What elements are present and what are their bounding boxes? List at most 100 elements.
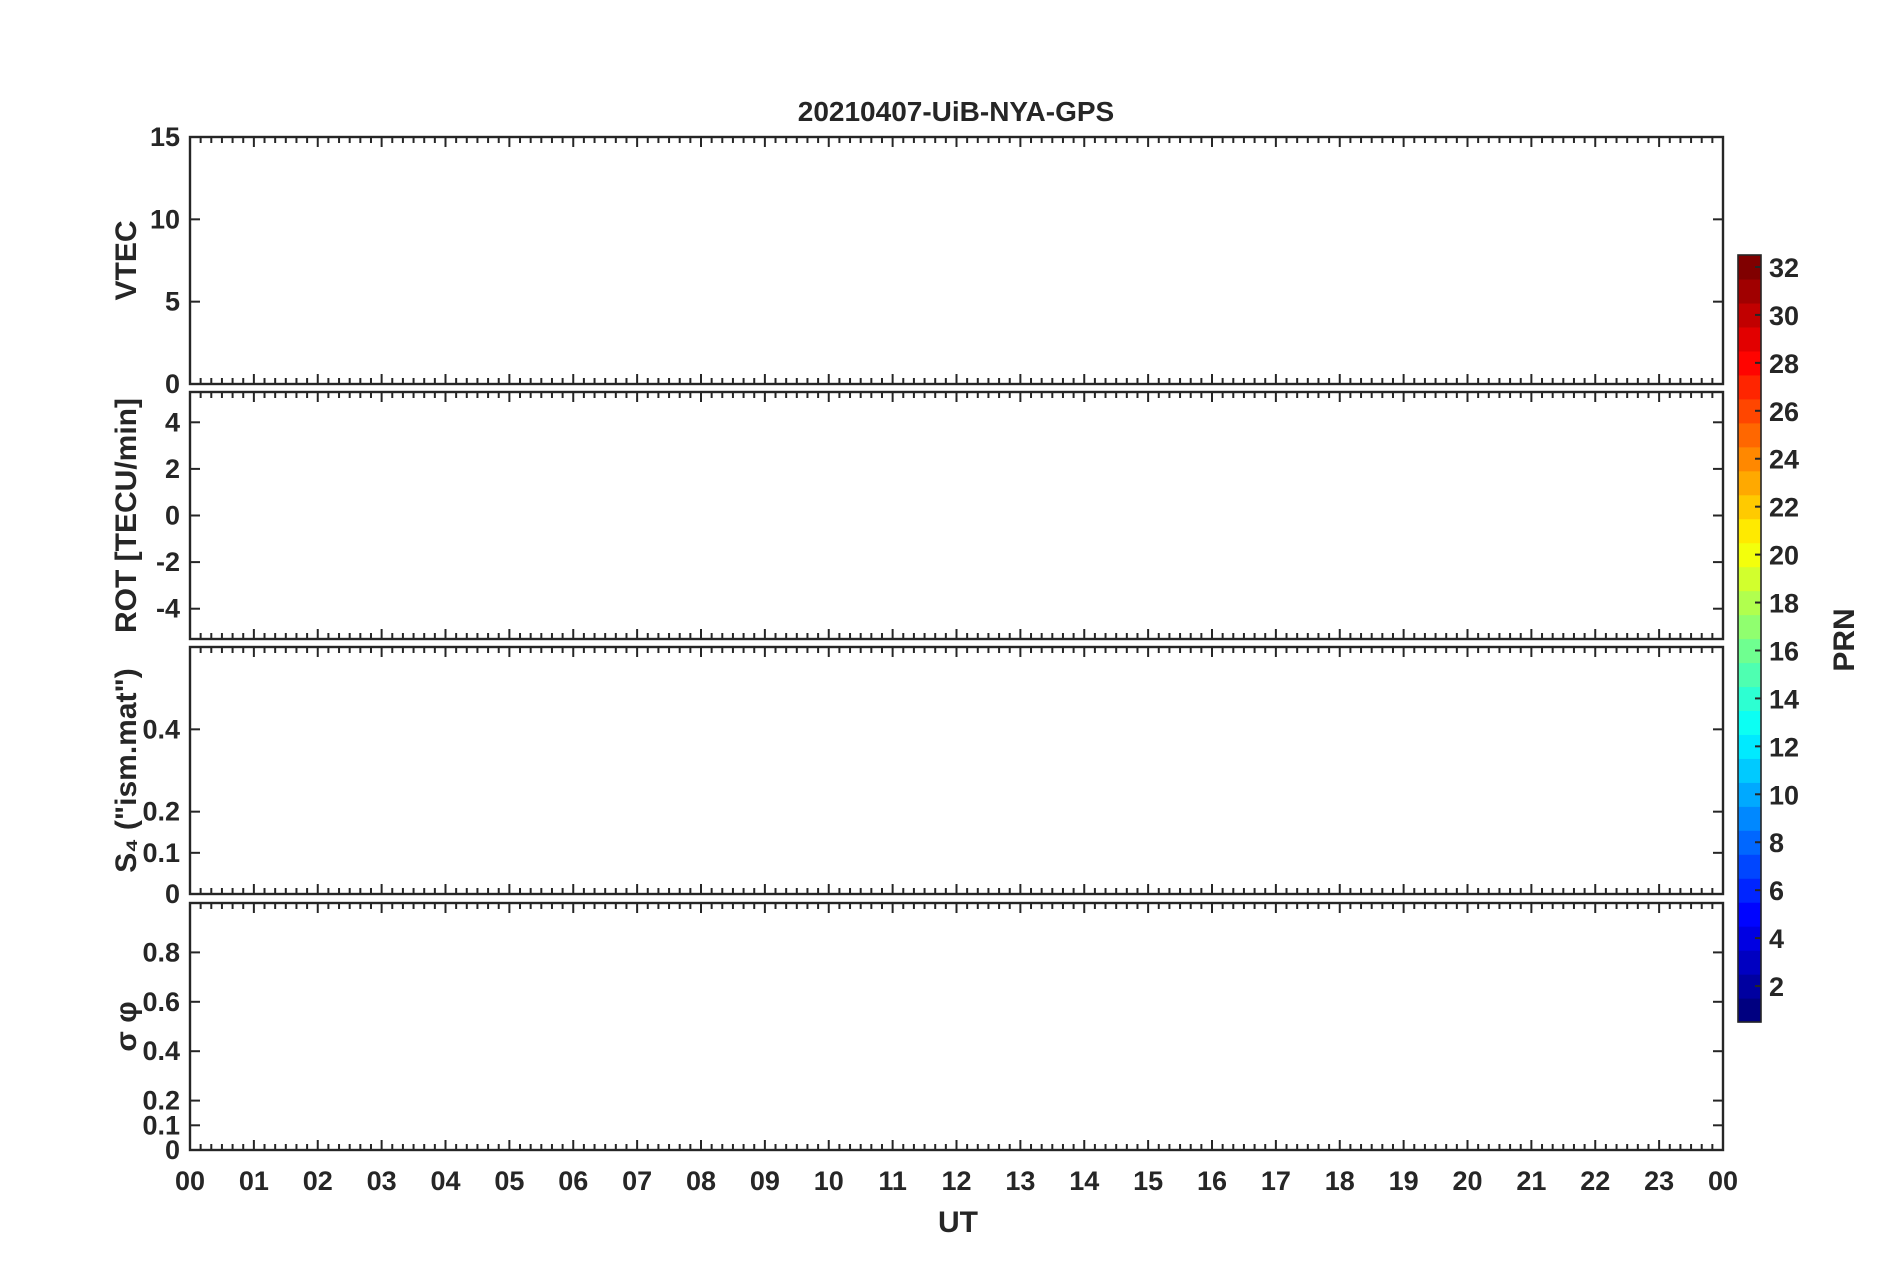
y-tick-label: 2 [165, 454, 180, 484]
colorbar-swatch [1738, 278, 1761, 304]
colorbar-tick-label: 14 [1769, 684, 1799, 714]
y-tick-label: 0.8 [142, 937, 180, 967]
colorbar-swatch [1738, 758, 1761, 783]
colorbar-swatch [1738, 518, 1761, 544]
x-tick-label: 00 [175, 1166, 205, 1196]
y-tick-label: 5 [165, 287, 180, 317]
y-axis-label-sigma_phi: σ φ [110, 1001, 143, 1051]
y-tick-label: 0.2 [142, 1086, 180, 1116]
panel-sigma_phi: 00.10.2 0.4 0.6 0.8 σ φ [110, 901, 1725, 1165]
x-tick-label: 02 [303, 1166, 333, 1196]
colorbar-swatch [1738, 590, 1761, 616]
x-tick-label: 09 [750, 1166, 780, 1196]
x-tick-label: 03 [367, 1166, 397, 1196]
colorbar-tick-label: 30 [1769, 301, 1799, 331]
colorbar-tick-label: 8 [1769, 828, 1784, 858]
y-tick-label: 0 [165, 501, 180, 531]
x-tick-label: 16 [1197, 1166, 1227, 1196]
colorbar-swatch [1738, 422, 1761, 448]
colorbar-swatch [1738, 782, 1761, 807]
colorbar-swatch [1738, 734, 1761, 759]
y-tick-label: 0 [165, 1135, 180, 1165]
colorbar-tick-label: 4 [1769, 924, 1784, 954]
y-tick-label: 15 [150, 122, 180, 152]
colorbar-swatch [1738, 614, 1761, 640]
y-tick-label: 0.4 [142, 1036, 180, 1066]
x-tick-label: 12 [941, 1166, 971, 1196]
x-tick-label: 23 [1644, 1166, 1674, 1196]
x-tick-label: 11 [878, 1166, 907, 1196]
x-tick-label: 08 [686, 1166, 716, 1196]
colorbar-swatch [1738, 806, 1761, 831]
colorbar-swatch [1738, 326, 1761, 352]
x-tick-label: 01 [239, 1166, 269, 1196]
colorbar-swatch [1738, 974, 1761, 999]
colorbar-swatch [1738, 494, 1761, 520]
colorbar-swatch [1738, 470, 1761, 496]
x-tick-label: 19 [1389, 1166, 1419, 1196]
y-tick-label: 0 [165, 879, 180, 909]
panel-s4: 0 0.1 0.2 0.4S₄ ("ism.mat") [110, 645, 1725, 909]
colorbar-swatch [1738, 566, 1761, 592]
colorbar-tick-label: 24 [1769, 445, 1799, 475]
colorbar-label: PRN [1828, 608, 1861, 671]
panel-sigma_phi-frame [188, 901, 1725, 1152]
colorbar-swatch [1738, 638, 1761, 664]
colorbar-tick-label: 20 [1769, 541, 1799, 571]
colorbar-tick-label: 10 [1769, 780, 1799, 810]
colorbar-tick-label: 28 [1769, 349, 1799, 379]
panel-rot-frame [188, 390, 1725, 641]
x-tick-label: 00 [1708, 1166, 1738, 1196]
x-tick-label: 04 [430, 1166, 460, 1196]
x-tick-label: 20 [1452, 1166, 1482, 1196]
y-tick-label: 0.2 [142, 797, 180, 827]
x-tick-label: 10 [814, 1166, 844, 1196]
colorbar-swatch [1738, 710, 1761, 735]
colorbar-swatch [1738, 350, 1761, 376]
y-tick-label: -2 [156, 547, 180, 577]
colorbar-frame [1737, 254, 1762, 1023]
colorbar-tick-label: 2 [1769, 972, 1784, 1002]
colorbar-tick-label: 18 [1769, 589, 1799, 619]
colorbar-swatch [1738, 398, 1761, 424]
y-axis-label-s4: S₄ ("ism.mat") [110, 668, 143, 872]
y-tick-label: -4 [156, 594, 180, 624]
y-tick-label: 10 [150, 204, 180, 234]
x-tick-label: 17 [1261, 1166, 1291, 1196]
y-axis-label-vtec: VTEC [110, 220, 143, 300]
colorbar-swatch [1738, 302, 1761, 328]
y-tick-label: 0.1 [142, 838, 180, 868]
x-tick-label: 21 [1516, 1166, 1546, 1196]
x-tick-label: 05 [494, 1166, 524, 1196]
x-tick-label: 14 [1069, 1166, 1099, 1196]
panel-vtec: 0 5 10 15 VTEC [110, 122, 1725, 399]
colorbar-swatch [1738, 854, 1761, 879]
colorbar-swatch [1738, 446, 1761, 472]
colorbar-swatch [1738, 830, 1761, 855]
x-tick-label: 15 [1133, 1166, 1163, 1196]
panel-rot: -4 -2 0 2 4 ROT [TECU/min] [110, 390, 1725, 641]
colorbar-tick-label: 22 [1769, 493, 1799, 523]
colorbar-swatch [1738, 374, 1761, 400]
y-tick-label: 0.1 [142, 1110, 180, 1140]
y-axis-label-rot: ROT [TECU/min] [110, 398, 143, 633]
x-axis-label: UT [938, 1206, 978, 1239]
colorbar-swatch [1738, 686, 1761, 712]
colorbar-tick-label: 6 [1769, 876, 1784, 906]
colorbar-tick-label: 16 [1769, 636, 1799, 666]
y-tick-label: 0.4 [142, 714, 180, 744]
y-tick-label: 0.6 [142, 987, 180, 1017]
colorbar-tick-label: 32 [1769, 253, 1799, 283]
x-tick-label: 07 [622, 1166, 652, 1196]
x-tick-label: 06 [558, 1166, 588, 1196]
colorbar-swatch [1738, 950, 1761, 975]
colorbar-swatch [1738, 662, 1761, 688]
colorbar-swatch [1738, 878, 1761, 903]
x-tick-label: 13 [1005, 1166, 1035, 1196]
colorbar-swatch [1738, 902, 1761, 927]
chart-title: 20210407-UiB-NYA-GPS [798, 96, 1114, 127]
panel-vtec-frame [188, 135, 1725, 386]
colorbar-swatch [1738, 542, 1761, 568]
